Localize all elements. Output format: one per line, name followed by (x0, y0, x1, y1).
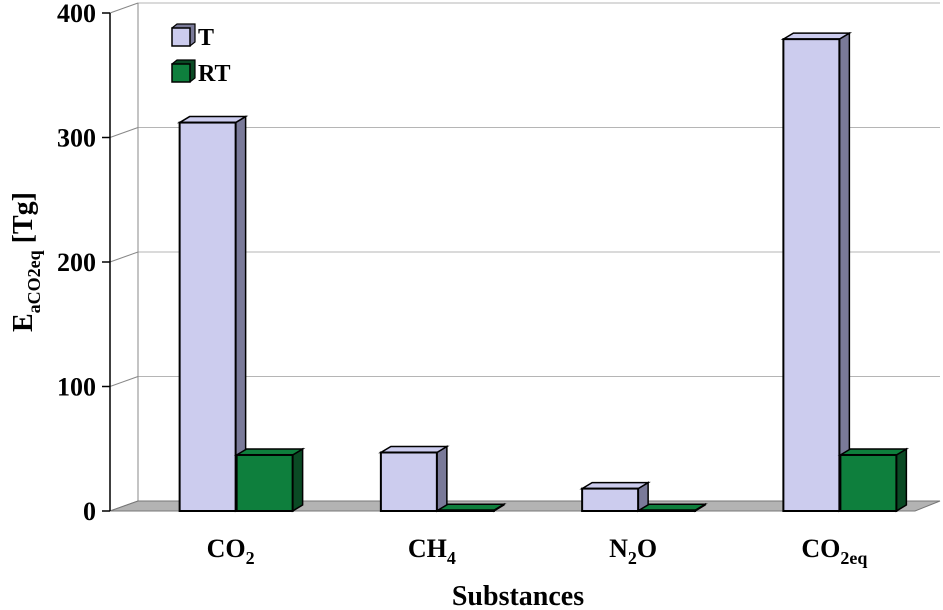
y-axis-title: EaCO2eq [Tg] (8, 192, 44, 332)
y-axis-title-tail: [Tg] (8, 192, 39, 250)
x-tick-label: CO2eq (801, 534, 867, 568)
bar-RT-1 (435, 502, 507, 513)
bars (176, 31, 910, 513)
y-tick-label: 200 (57, 248, 96, 277)
x-tick-label: CO2 (207, 534, 255, 568)
y-tick-label: 300 (57, 124, 96, 153)
legend-item-T: T (171, 23, 214, 51)
x-tick-label-main: N (609, 534, 628, 563)
bar-RT-3 (837, 447, 910, 513)
bar-front (178, 121, 237, 512)
bar-front (379, 451, 438, 512)
grid-depth-line (109, 2, 139, 14)
y-axis-title-sub: aCO2eq (24, 250, 44, 313)
y-tick-label: 0 (83, 497, 96, 526)
legend-label: RT (198, 61, 231, 87)
y-tick-label: 400 (57, 0, 96, 28)
bar-side (291, 447, 304, 513)
bar-T-0 (176, 115, 249, 513)
legend-label: T (198, 25, 214, 51)
bar-side (895, 447, 908, 513)
y-tick-label: 100 (57, 373, 96, 402)
x-tick-label-main: CO (207, 534, 246, 563)
legend: T RT (171, 23, 231, 87)
bar-front (839, 453, 898, 513)
grid-depth-line (109, 127, 139, 138)
x-tick-label: N2O (609, 534, 657, 568)
y-axis: 0 100 200 300 400 (57, 0, 111, 526)
grid-depth-line (109, 376, 139, 387)
bar-front (782, 38, 841, 513)
x-axis-title: Substances (452, 581, 584, 610)
x-tick-label-main: CO (801, 534, 840, 563)
x-tick-label-sub: 2eq (840, 548, 867, 568)
bar-T-1 (378, 445, 450, 513)
bar-front (581, 487, 640, 512)
bar-RT-2 (636, 502, 708, 513)
legend-swatch (171, 27, 191, 47)
legend-item-RT: RT (171, 59, 231, 87)
x-tick-label-sub: 4 (447, 548, 456, 568)
bar-side (436, 445, 448, 513)
grid-depth-line (109, 251, 139, 263)
bar-front (436, 509, 495, 512)
bar-T-3 (780, 31, 853, 513)
bar-front (235, 453, 294, 513)
x-tick-labels: CO2 CH4 N2O CO2eq (207, 534, 868, 568)
legend-swatch (171, 63, 191, 83)
bar-side (838, 31, 851, 513)
bar-RT-0 (233, 447, 306, 513)
x-tick-label-sub: 2 (628, 548, 637, 568)
x-tick-label-tail: O (637, 534, 657, 563)
bar-T-2 (579, 481, 651, 513)
x-tick-label: CH4 (408, 534, 456, 568)
x-tick-label-sub: 2 (246, 548, 255, 568)
y-axis-title-main: E (8, 313, 39, 332)
x-tick-label-main: CH (408, 534, 447, 563)
bar-front (638, 509, 697, 512)
